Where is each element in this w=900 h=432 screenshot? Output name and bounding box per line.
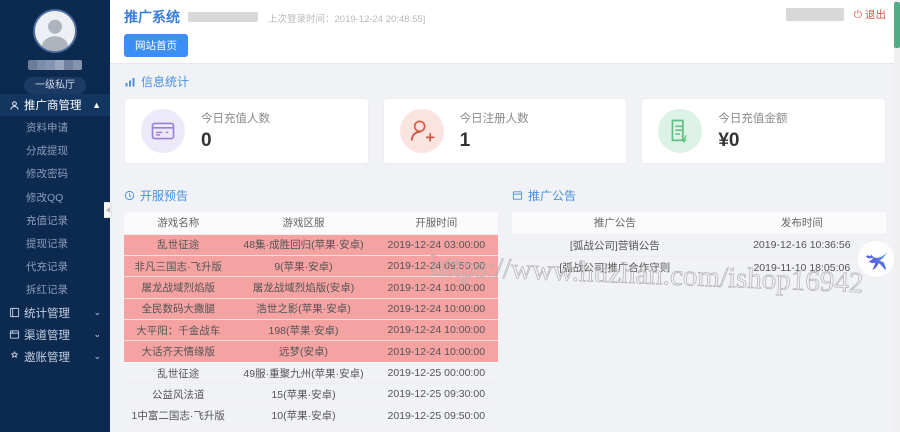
svg-text:¥: ¥ — [682, 134, 688, 145]
